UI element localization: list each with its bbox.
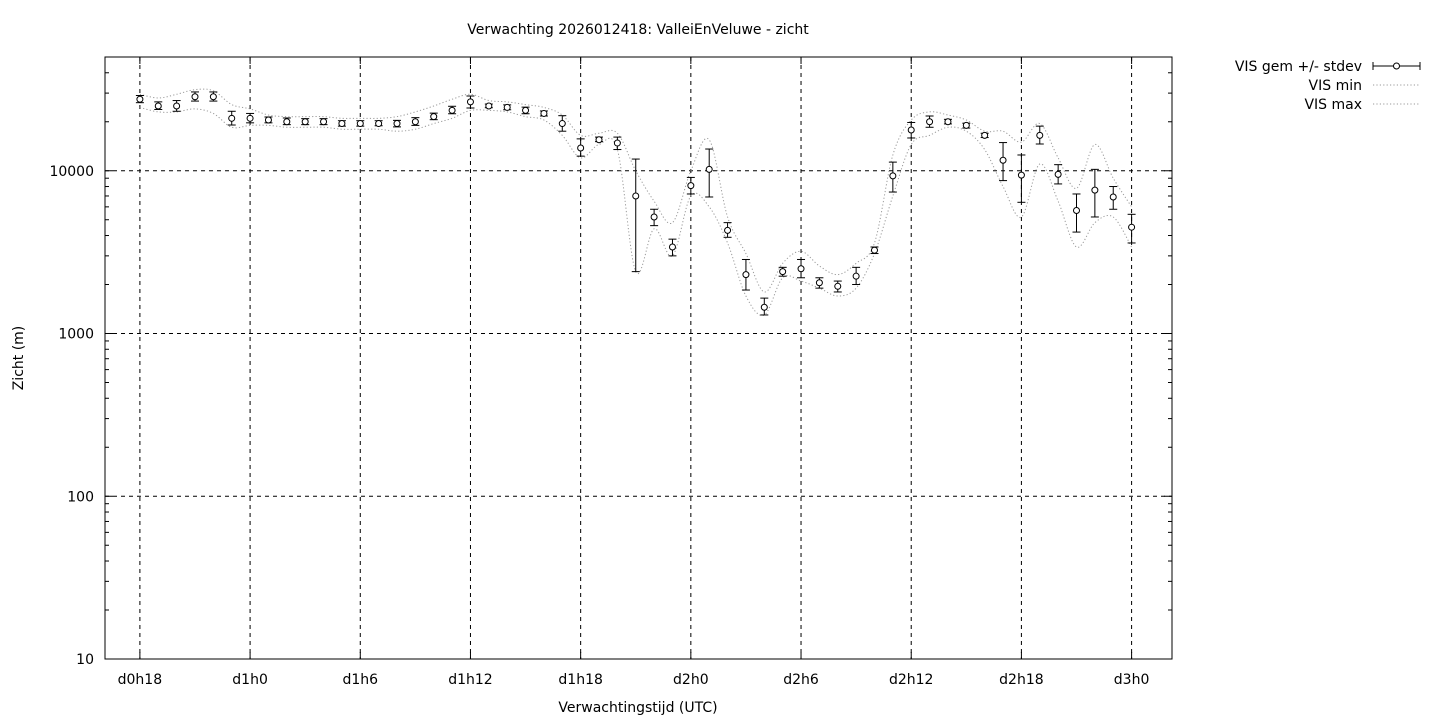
y-tick-label: 10000 <box>49 164 94 180</box>
x-tick-label: d1h18 <box>558 672 602 688</box>
data-point <box>540 109 548 117</box>
data-point <box>724 226 732 234</box>
x-tick-label: d1h6 <box>342 672 378 688</box>
data-point <box>1128 223 1136 231</box>
y-tick-label: 1000 <box>58 327 94 343</box>
data-point <box>577 144 585 152</box>
data-point <box>595 136 603 144</box>
x-tick-label: d3h0 <box>1114 672 1150 688</box>
data-point <box>136 95 144 103</box>
legend: VIS gem +/- stdev VIS min VIS max <box>1235 59 1421 113</box>
y-axis-label: Zicht (m) <box>11 326 27 391</box>
data-point <box>944 118 952 126</box>
data-point <box>209 93 217 101</box>
data-point <box>393 120 401 128</box>
data-point <box>173 102 181 110</box>
data-point <box>154 102 162 110</box>
data-point <box>448 106 456 114</box>
minor-ticks <box>105 56 1172 611</box>
chart-title: Verwachting 2026012418: ValleiEnVeluwe -… <box>467 22 809 38</box>
data-point <box>760 303 768 311</box>
x-axis-ticks: d0h18 d1h0 d1h6 d1h12 d1h18 d2h0 d2h6 d2h12 d2h1… <box>118 57 1150 688</box>
data-point <box>485 102 493 110</box>
data-point <box>503 103 511 111</box>
data-point <box>926 118 934 126</box>
data-point <box>356 120 364 128</box>
data-point <box>466 98 474 106</box>
data-point <box>558 120 566 128</box>
data-point <box>1017 171 1025 179</box>
data-point <box>797 265 805 273</box>
data-point <box>632 192 640 200</box>
data-point <box>1109 193 1117 201</box>
data-point <box>852 272 860 280</box>
data-point <box>668 243 676 251</box>
legend-label: VIS min <box>1309 78 1362 94</box>
data-point <box>870 246 878 254</box>
data-point <box>1091 186 1099 194</box>
data-point <box>889 172 897 180</box>
data-point <box>375 120 383 128</box>
data-point <box>907 126 915 134</box>
x-tick-label: d2h0 <box>673 672 709 688</box>
data-point <box>283 118 291 126</box>
data-point <box>228 114 236 122</box>
data-point <box>1054 170 1062 178</box>
data-point <box>246 114 254 122</box>
data-point <box>191 93 199 101</box>
x-tick-label: d2h12 <box>889 672 933 688</box>
y-tick-label: 10 <box>76 652 94 668</box>
plot-frame <box>104 56 1173 660</box>
x-tick-label: d0h18 <box>118 672 162 688</box>
grid-lines <box>105 57 1172 659</box>
data-point <box>815 279 823 287</box>
data-point <box>430 113 438 121</box>
data-point <box>779 268 787 276</box>
x-tick-label: d2h18 <box>999 672 1043 688</box>
data-point <box>999 156 1007 164</box>
data-point <box>687 182 695 190</box>
data-point <box>705 165 713 173</box>
data-point <box>1073 206 1081 214</box>
legend-label: VIS max <box>1304 97 1362 113</box>
data-point <box>962 121 970 129</box>
x-tick-label: d2h6 <box>783 672 819 688</box>
x-axis-label: Verwachtingstijd (UTC) <box>558 700 717 716</box>
data-point <box>301 118 309 126</box>
data-point <box>264 116 272 124</box>
data-point <box>320 118 328 126</box>
y-axis-ticks: 10 100 1000 10000 <box>49 164 1172 668</box>
data-point <box>650 213 658 221</box>
legend-sample-point <box>1393 62 1400 70</box>
data-point <box>522 106 530 114</box>
legend-label: VIS gem +/- stdev <box>1235 59 1362 75</box>
data-point <box>981 131 989 139</box>
data-point <box>613 139 621 147</box>
data-point <box>338 120 346 128</box>
data-point <box>742 271 750 279</box>
series-layer <box>135 88 1136 316</box>
data-point <box>834 282 842 290</box>
data-point <box>411 118 419 126</box>
x-tick-label: d1h12 <box>448 672 492 688</box>
data-point <box>1036 131 1044 139</box>
y-tick-label: 100 <box>67 489 94 505</box>
x-tick-label: d1h0 <box>232 672 268 688</box>
